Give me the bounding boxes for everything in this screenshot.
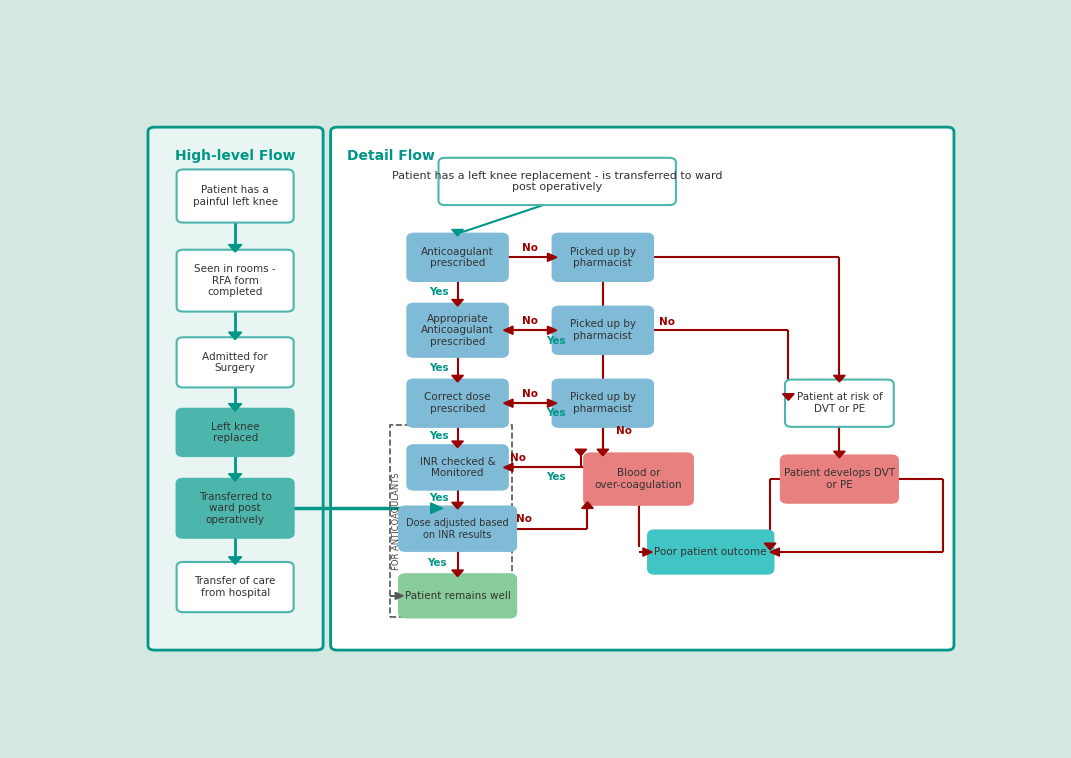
Polygon shape xyxy=(770,548,780,556)
Text: No: No xyxy=(523,316,539,326)
FancyBboxPatch shape xyxy=(407,304,508,357)
FancyBboxPatch shape xyxy=(785,380,894,427)
FancyBboxPatch shape xyxy=(331,127,954,650)
Text: Yes: Yes xyxy=(546,408,565,418)
FancyBboxPatch shape xyxy=(177,409,293,456)
Text: Correct dose
prescribed: Correct dose prescribed xyxy=(424,393,491,414)
Text: Left knee
replaced: Left knee replaced xyxy=(211,421,259,443)
Text: Yes: Yes xyxy=(427,558,447,568)
Text: Patient at risk of
DVT or PE: Patient at risk of DVT or PE xyxy=(797,393,883,414)
FancyBboxPatch shape xyxy=(407,233,508,281)
Text: Admitted for
Surgery: Admitted for Surgery xyxy=(202,352,268,373)
Polygon shape xyxy=(228,557,242,564)
FancyBboxPatch shape xyxy=(399,575,516,618)
FancyBboxPatch shape xyxy=(177,479,293,537)
Text: Picked up by
pharmacist: Picked up by pharmacist xyxy=(570,393,636,414)
FancyBboxPatch shape xyxy=(399,506,516,551)
Text: No: No xyxy=(516,515,532,525)
Text: Blood or
over-coagulation: Blood or over-coagulation xyxy=(594,468,682,490)
Text: INR checked &
Monitored: INR checked & Monitored xyxy=(420,456,496,478)
FancyBboxPatch shape xyxy=(177,337,293,387)
Polygon shape xyxy=(452,441,464,447)
FancyBboxPatch shape xyxy=(148,127,323,650)
Polygon shape xyxy=(547,326,557,334)
Text: Yes: Yes xyxy=(429,431,449,441)
Text: No: No xyxy=(659,317,675,327)
FancyBboxPatch shape xyxy=(553,307,653,354)
Text: Yes: Yes xyxy=(429,363,449,373)
FancyBboxPatch shape xyxy=(438,158,676,205)
FancyBboxPatch shape xyxy=(553,233,653,281)
Polygon shape xyxy=(452,503,464,509)
Polygon shape xyxy=(783,393,795,400)
Text: Detail Flow: Detail Flow xyxy=(347,149,435,163)
Polygon shape xyxy=(395,592,403,600)
FancyBboxPatch shape xyxy=(584,453,693,505)
Polygon shape xyxy=(452,299,464,306)
Polygon shape xyxy=(452,230,464,236)
Polygon shape xyxy=(503,463,513,471)
Text: Transfer of care
from hospital: Transfer of care from hospital xyxy=(195,576,276,598)
Text: Dose adjusted based
on INR results: Dose adjusted based on INR results xyxy=(406,518,509,540)
Text: Picked up by
pharmacist: Picked up by pharmacist xyxy=(570,319,636,341)
FancyBboxPatch shape xyxy=(553,380,653,427)
Polygon shape xyxy=(452,375,464,382)
FancyBboxPatch shape xyxy=(648,531,773,574)
Text: Poor patient outcome: Poor patient outcome xyxy=(654,547,767,557)
Text: No: No xyxy=(523,389,539,399)
Polygon shape xyxy=(833,451,845,458)
Polygon shape xyxy=(228,474,242,481)
Text: Anticoagulant
prescribed: Anticoagulant prescribed xyxy=(421,246,494,268)
FancyBboxPatch shape xyxy=(407,380,508,427)
FancyBboxPatch shape xyxy=(177,562,293,612)
Text: No: No xyxy=(616,426,632,436)
Text: No: No xyxy=(510,453,526,463)
Text: Yes: Yes xyxy=(546,336,565,346)
Polygon shape xyxy=(575,449,587,456)
Text: Yes: Yes xyxy=(429,287,449,297)
Text: FOR ANTICOAGULANTS: FOR ANTICOAGULANTS xyxy=(392,472,402,570)
Polygon shape xyxy=(228,403,242,411)
FancyBboxPatch shape xyxy=(177,249,293,312)
Text: Transferred to
ward post
operatively: Transferred to ward post operatively xyxy=(199,492,272,525)
Text: High-level Flow: High-level Flow xyxy=(176,149,296,163)
Text: Patient has a left knee replacement - is transferred to ward
post operatively: Patient has a left knee replacement - is… xyxy=(392,171,723,193)
Text: No: No xyxy=(523,243,539,253)
Text: Patient develops DVT
or PE: Patient develops DVT or PE xyxy=(784,468,895,490)
Polygon shape xyxy=(547,253,557,262)
Polygon shape xyxy=(503,399,513,407)
Polygon shape xyxy=(547,399,557,407)
Polygon shape xyxy=(833,375,845,382)
FancyBboxPatch shape xyxy=(177,170,293,223)
Polygon shape xyxy=(431,503,442,513)
Polygon shape xyxy=(582,502,593,509)
FancyBboxPatch shape xyxy=(781,456,897,503)
Polygon shape xyxy=(503,326,513,334)
Polygon shape xyxy=(228,245,242,252)
Text: Seen in rooms -
RFA form
completed: Seen in rooms - RFA form completed xyxy=(194,264,276,297)
Text: Picked up by
pharmacist: Picked up by pharmacist xyxy=(570,246,636,268)
Text: Patient has a
painful left knee: Patient has a painful left knee xyxy=(193,185,277,207)
Polygon shape xyxy=(765,543,775,550)
Text: Appropriate
Anticoagulant
prescribed: Appropriate Anticoagulant prescribed xyxy=(421,314,494,347)
Text: Patient remains well: Patient remains well xyxy=(405,590,511,601)
Polygon shape xyxy=(643,548,652,556)
Text: Yes: Yes xyxy=(429,493,449,503)
Polygon shape xyxy=(228,332,242,340)
Text: Yes: Yes xyxy=(546,471,565,482)
Polygon shape xyxy=(597,449,608,456)
FancyBboxPatch shape xyxy=(407,445,508,490)
Polygon shape xyxy=(452,570,464,577)
